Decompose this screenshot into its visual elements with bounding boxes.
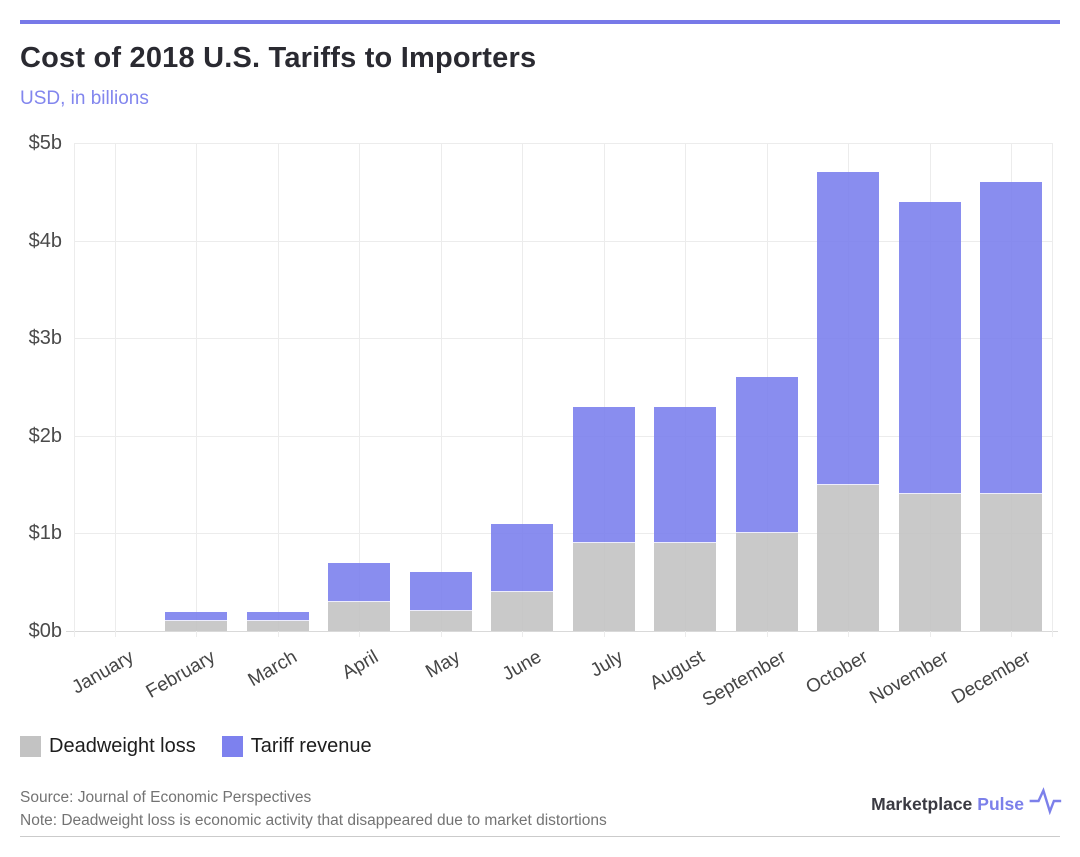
bar-stack-may[interactable] <box>409 143 472 631</box>
bar-segment-deadweight-loss[interactable] <box>328 601 391 631</box>
plot-area <box>66 143 1058 637</box>
bar-segment-tariff-revenue[interactable] <box>898 201 961 495</box>
bar-segment-deadweight-loss[interactable] <box>654 543 717 631</box>
brand-accent: Pulse <box>977 793 1024 814</box>
y-axis-label: $3b <box>28 327 62 350</box>
bar-segment-tariff-revenue[interactable] <box>980 182 1043 495</box>
legend-swatch-gray-icon <box>20 736 41 757</box>
bar-segment-tariff-revenue[interactable] <box>328 562 391 602</box>
bar-stack-june[interactable] <box>491 143 554 631</box>
gridline-vertical <box>522 143 524 637</box>
bar-segment-deadweight-loss[interactable] <box>898 494 961 631</box>
bar-stack-march[interactable] <box>246 143 309 631</box>
gridline-vertical <box>277 143 279 637</box>
gridline-horizontal <box>74 435 1052 437</box>
chart-canvas: $5b $4b $3b $2b $1b $0b January February March Ap… <box>28 132 1058 712</box>
bar-segment-deadweight-loss[interactable] <box>735 533 798 631</box>
bar-segment-tariff-revenue[interactable] <box>735 377 798 534</box>
brand-name: Marketplace <box>871 793 973 814</box>
x-axis-label-april: April <box>338 646 383 684</box>
bar-stack-october[interactable] <box>817 143 880 631</box>
source-text: Source: Journal of Economic Perspectives <box>20 789 312 806</box>
bar-segment-tariff-revenue[interactable] <box>409 572 472 612</box>
bar-stack-january[interactable] <box>84 143 146 631</box>
x-axis-baseline <box>66 631 1058 632</box>
note-text: Note: Deadweight loss is economic activi… <box>20 812 607 829</box>
bar-segment-deadweight-loss[interactable] <box>980 494 1043 631</box>
bar-segment-tariff-revenue[interactable] <box>165 611 228 622</box>
gridline-vertical <box>114 143 116 637</box>
legend-item-tariff-revenue: Tariff revenue <box>221 735 372 758</box>
bar-segment-tariff-revenue[interactable] <box>246 611 309 622</box>
gridline-vertical <box>359 143 361 637</box>
bar-segment-deadweight-loss[interactable] <box>409 611 472 631</box>
x-axis-label-february: February <box>142 646 220 703</box>
gridline-vertical <box>440 143 442 637</box>
y-axis-label: $4b <box>28 229 62 252</box>
bar-segment-deadweight-loss[interactable] <box>246 621 309 631</box>
x-axis-label-november: November <box>866 646 953 709</box>
bar-segment-deadweight-loss[interactable] <box>817 484 880 631</box>
bar-segment-tariff-revenue[interactable] <box>572 406 635 544</box>
x-axis-label-october: October <box>802 646 872 699</box>
x-axis-label-july: July <box>586 646 627 682</box>
bar-stack-august[interactable] <box>654 143 717 631</box>
bar-stack-september[interactable] <box>735 143 798 631</box>
page-title: Cost of 2018 U.S. Tariffs to Importers <box>20 42 537 74</box>
bar-stack-december[interactable] <box>980 143 1043 631</box>
bar-segment-deadweight-loss[interactable] <box>572 543 635 631</box>
bar-stack-november[interactable] <box>898 143 961 631</box>
gridline-vertical <box>603 143 605 637</box>
x-axis-label-december: December <box>947 646 1035 709</box>
bar-segment-deadweight-loss[interactable] <box>165 621 228 631</box>
bar-stack-april[interactable] <box>328 143 391 631</box>
x-axis-label-january: January <box>68 646 138 699</box>
gridline-horizontal <box>74 143 1052 144</box>
y-axis-label: $0b <box>28 620 62 642</box>
gridline-vertical <box>196 143 198 637</box>
y-axis-label: $1b <box>28 522 62 545</box>
bar-segment-deadweight-loss[interactable] <box>491 591 554 631</box>
bar-segment-tariff-revenue[interactable] <box>817 172 880 485</box>
footer-notes: Source: Journal of Economic Perspectives… <box>20 786 607 832</box>
bar-stack-february[interactable] <box>165 143 228 631</box>
y-axis-label: $5b <box>28 132 62 154</box>
brand-logo[interactable]: Marketplace Pulse <box>871 787 1062 818</box>
plot-edge-line <box>74 143 75 637</box>
plot-edge-line <box>1052 143 1053 637</box>
x-axis-label-march: March <box>244 646 301 692</box>
pulse-line-icon <box>1029 787 1062 815</box>
bar-stack-july[interactable] <box>572 143 635 631</box>
legend-label: Deadweight loss <box>49 735 196 757</box>
legend-item-deadweight-loss: Deadweight loss <box>20 735 196 758</box>
gridline-horizontal <box>74 240 1052 242</box>
chart-subtitle: USD, in billions <box>20 88 149 109</box>
bar-segment-tariff-revenue[interactable] <box>491 523 554 592</box>
chart-legend: Deadweight loss Tariff revenue <box>20 735 372 758</box>
gridline-horizontal <box>74 338 1052 340</box>
bar-segment-tariff-revenue[interactable] <box>654 406 717 544</box>
y-axis-label: $2b <box>28 424 62 447</box>
x-axis-label-august: August <box>646 646 709 695</box>
legend-swatch-purple-icon <box>221 736 243 757</box>
top-accent-rule <box>20 20 1060 24</box>
gridline-vertical <box>685 143 687 637</box>
x-axis-label-september: September <box>698 646 790 712</box>
x-axis-label-may: May <box>422 646 464 683</box>
gridline-horizontal <box>74 533 1052 535</box>
x-axis-label-june: June <box>499 646 546 686</box>
bottom-rule <box>20 836 1060 837</box>
legend-label: Tariff revenue <box>250 735 372 757</box>
